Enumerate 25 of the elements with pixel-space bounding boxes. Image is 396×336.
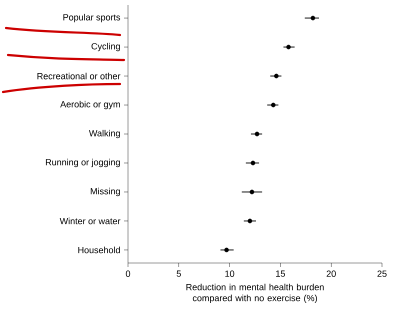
y-tick-label: Aerobic or gym [60,100,120,110]
point [224,248,229,252]
point [270,102,276,108]
y-tick-label: Winter or water [60,218,120,224]
point [310,16,316,20]
point [250,190,254,194]
x-tick-label: 10 [225,270,234,277]
x-tick-label: 0 [126,270,130,277]
x-tick-label: 5 [176,270,181,277]
point [274,74,279,78]
x-axis-title: Reduction in mental health burden compared with no exercise (%) [186,284,324,304]
x-tick-label: 25 [377,270,387,277]
point [248,218,252,224]
x-tick-label: 20 [326,270,336,277]
x-tick-label: 15 [276,270,286,277]
y-tick-label: Missing [90,188,120,196]
y-tick-label: Walking [88,130,120,138]
y-tick-label: Household [78,246,120,254]
y-tick-label: Cycling [92,42,120,52]
point [286,44,291,50]
y-tick-label: Recreational or other [37,72,120,80]
point [250,160,256,166]
y-tick-label: Running or jogging [46,158,120,168]
y-tick-label: Popular sports [63,14,120,22]
point [254,132,260,136]
